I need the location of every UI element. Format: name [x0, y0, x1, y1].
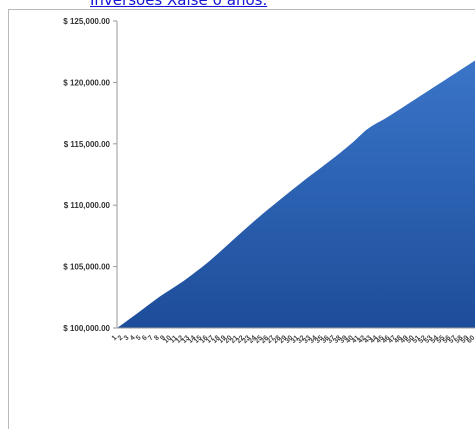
page-title-link[interactable]: Inversões Xalse 0 anos.: [90, 0, 268, 9]
x-tick-label: 31: [290, 334, 301, 345]
x-tick-label: 53: [423, 334, 434, 345]
x-tick-label: 52: [417, 334, 428, 345]
x-tick-label: 12: [175, 334, 186, 345]
x-tick-label: 37: [326, 334, 337, 345]
x-tick-label: 44: [369, 334, 380, 345]
y-tick-label: $ 120,000.00: [63, 78, 110, 87]
x-tick-label: 2: [117, 334, 125, 342]
x-tick-label: 35: [314, 334, 325, 345]
x-tick-label: 55: [436, 334, 447, 345]
x-tick-label: 33: [302, 334, 313, 345]
x-tick-label: 14: [187, 334, 198, 345]
x-tick-label: 45: [375, 334, 386, 345]
x-tick-label: 28: [272, 334, 283, 345]
x-tick-label: 46: [381, 334, 392, 345]
x-tick-label: 6: [141, 334, 149, 342]
x-tick-label: 11: [169, 334, 179, 344]
x-tick-label: 19: [217, 334, 228, 345]
x-tick-label: 43: [363, 334, 374, 345]
y-tick-label: $ 105,000.00: [63, 263, 110, 272]
x-tick-label: 27: [266, 334, 277, 345]
y-tick-label: $ 110,000.00: [64, 201, 111, 210]
x-tick-label: 58: [454, 334, 465, 345]
x-tick-label: 59: [460, 334, 471, 345]
x-tick-label: 22: [235, 334, 246, 345]
x-tick-label: 10: [163, 334, 174, 345]
x-tick-label: 57: [448, 334, 459, 345]
x-tick-label: 41: [351, 334, 362, 345]
x-tick-label: 54: [430, 334, 441, 345]
x-tick-label: 51: [411, 334, 422, 345]
x-tick-label: 4: [129, 334, 137, 342]
x-tick-label: 18: [211, 334, 222, 345]
x-tick-label: 40: [345, 334, 356, 345]
x-tick-label: 3: [123, 334, 131, 342]
x-tick-label: 36: [320, 334, 331, 345]
x-tick-label: 13: [181, 334, 192, 345]
x-tick-label: 47: [387, 334, 398, 345]
x-tick-label: 30: [284, 334, 295, 345]
x-tick-label: 56: [442, 334, 453, 345]
x-tick-label: 39: [339, 334, 350, 345]
x-tick-label: 38: [332, 334, 343, 345]
x-tick-label: 8: [153, 334, 161, 342]
chart-frame: [8, 9, 475, 429]
x-tick-label: 16: [199, 334, 210, 345]
x-tick-label: 15: [193, 334, 204, 345]
x-tick-label: 25: [254, 334, 265, 345]
x-tick-label: 1: [111, 334, 119, 342]
x-tick-label: 32: [296, 334, 307, 345]
x-tick-label: 48: [393, 334, 404, 345]
x-tick-label: 17: [205, 334, 216, 345]
y-tick-label: $ 125,000.00: [63, 17, 110, 26]
y-tick-label: $ 100,000.00: [63, 324, 110, 333]
x-tick-label: 26: [260, 334, 271, 345]
x-tick-label: 60: [466, 334, 475, 345]
x-tick-label: 20: [223, 334, 234, 345]
x-tick-label: 49: [399, 334, 410, 345]
x-tick-label: 42: [357, 334, 368, 345]
x-tick-label: 50: [405, 334, 416, 345]
x-tick-label: 34: [308, 334, 319, 345]
x-tick-label: 21: [229, 334, 240, 345]
area-series: [117, 60, 475, 328]
x-tick-label: 7: [147, 334, 155, 342]
x-tick-label: 24: [248, 334, 259, 345]
y-tick-label: $ 115,000.00: [64, 140, 111, 149]
x-tick-label: 9: [159, 334, 167, 342]
x-tick-label: 23: [241, 334, 252, 345]
x-tick-label: 5: [135, 334, 143, 342]
x-tick-label: 29: [278, 334, 289, 345]
